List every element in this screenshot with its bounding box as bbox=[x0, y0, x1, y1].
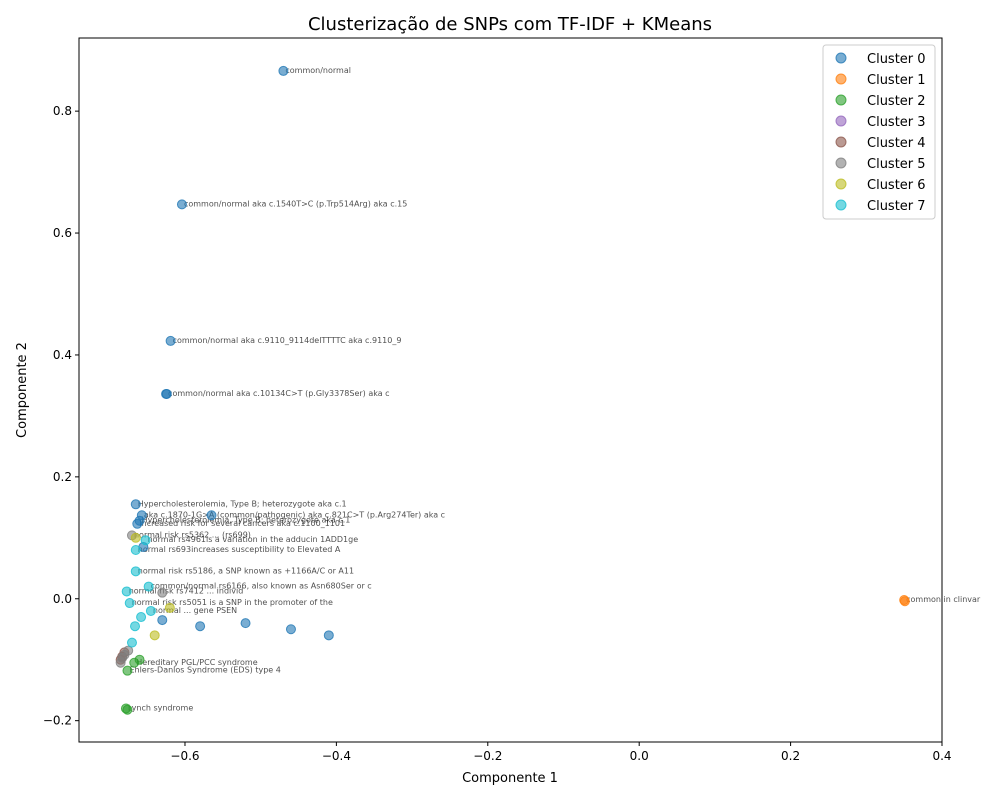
x-tick-label: −0.2 bbox=[473, 749, 502, 763]
data-point-cluster-2 bbox=[122, 665, 133, 676]
data-point-cluster-7 bbox=[126, 637, 137, 648]
y-tick-label: −0.2 bbox=[43, 714, 72, 728]
legend-marker bbox=[835, 52, 847, 64]
legend-marker bbox=[835, 157, 847, 169]
data-point-cluster-0 bbox=[165, 335, 176, 346]
legend-label: Cluster 1 bbox=[867, 73, 926, 88]
y-tick-label: 0.0 bbox=[53, 592, 72, 606]
point-label: normal rs4961is a variation in the adduc… bbox=[148, 535, 359, 544]
point-label: Ehlers-Danlos Syndrome (EDS) type 4 bbox=[129, 666, 280, 675]
point-label: normal rs693increases susceptibility to … bbox=[138, 545, 341, 554]
data-points bbox=[115, 65, 910, 715]
legend-label: Cluster 5 bbox=[867, 157, 926, 172]
data-point-cluster-7 bbox=[130, 621, 141, 632]
point-label: aka c.1870-1G>A (common/pathogenic) aka … bbox=[144, 510, 445, 519]
data-point-cluster-7 bbox=[145, 605, 156, 616]
data-point-cluster-6 bbox=[149, 630, 160, 641]
data-point-cluster-7 bbox=[130, 566, 141, 577]
x-tick-label: 0.4 bbox=[932, 749, 951, 763]
data-point-cluster-0 bbox=[130, 499, 141, 510]
data-point-cluster-2 bbox=[122, 704, 133, 715]
x-tick-label: 0.0 bbox=[630, 749, 649, 763]
legend-label: Cluster 0 bbox=[867, 52, 926, 67]
point-label: normal risk rs5051 is a SNP in the promo… bbox=[132, 598, 333, 607]
legend-marker bbox=[835, 178, 847, 190]
data-point-cluster-0 bbox=[157, 615, 168, 626]
legend-marker bbox=[835, 94, 847, 106]
point-label: common/normal aka c.9110_9114delTTTTC ak… bbox=[173, 336, 402, 345]
legend-label: Cluster 3 bbox=[867, 115, 926, 130]
point-labels: common/normal common/normal aka c.1540T>C… bbox=[128, 66, 981, 713]
point-label: common/normal rs6166, also known as Asn6… bbox=[151, 582, 372, 591]
point-label: normal risk rs7412 ... individ bbox=[129, 586, 244, 595]
x-tick-label: 0.2 bbox=[781, 749, 800, 763]
legend-marker bbox=[835, 199, 847, 211]
data-point-cluster-7 bbox=[143, 581, 154, 592]
legend-label: Cluster 7 bbox=[867, 199, 926, 214]
data-point-cluster-1 bbox=[899, 596, 910, 607]
data-point-cluster-0 bbox=[323, 630, 334, 641]
legend: Cluster 0 Cluster 1 Cluster 2 Cluster 3 Clus… bbox=[822, 44, 936, 220]
point-label: common/normal aka c.1540T>C (p.Trp514Arg… bbox=[184, 199, 407, 208]
legend-label: Cluster 2 bbox=[867, 94, 926, 109]
data-point-cluster-0 bbox=[132, 518, 143, 529]
data-point-cluster-5 bbox=[157, 587, 168, 598]
legend-marker bbox=[835, 136, 847, 148]
data-point-cluster-0 bbox=[195, 621, 206, 632]
data-point-cluster-7 bbox=[124, 598, 135, 609]
legend-marker bbox=[835, 73, 847, 85]
point-label: normal risk rs5362 ... (rs699) bbox=[134, 530, 251, 539]
data-point-cluster-0 bbox=[161, 388, 172, 399]
data-point-cluster-0 bbox=[278, 65, 289, 76]
data-point-cluster-0 bbox=[240, 618, 251, 629]
legend-marker bbox=[835, 115, 847, 127]
point-label: Hereditary PGL/PCC syndrome bbox=[136, 658, 257, 667]
point-label: Hypercholesterolemia, Type B; heterozygo… bbox=[138, 499, 347, 508]
y-axis-label: Componente 2 bbox=[15, 342, 30, 438]
data-point-cluster-7 bbox=[140, 535, 151, 546]
point-label: Lynch syndrome bbox=[128, 703, 193, 712]
y-tick-label: 0.2 bbox=[53, 470, 72, 484]
data-point-cluster-7 bbox=[121, 586, 132, 597]
point-label: Hypercholesterolemia, Type B; heterozygo… bbox=[142, 516, 351, 525]
data-point-cluster-5 bbox=[123, 645, 134, 656]
data-point-cluster-6 bbox=[130, 532, 141, 543]
data-point-cluster-0 bbox=[206, 510, 217, 521]
data-point-cluster-6 bbox=[164, 602, 175, 613]
point-label: Increased risk for several cancers aka c… bbox=[139, 519, 345, 528]
data-point-cluster-0 bbox=[285, 624, 296, 635]
y-tick-label: 0.6 bbox=[53, 226, 72, 240]
x-tick-label: −0.6 bbox=[170, 749, 199, 763]
x-tick-label: −0.4 bbox=[322, 749, 351, 763]
point-label: normal risk rs5186, a SNP known as +1166… bbox=[138, 566, 354, 575]
data-point-cluster-7 bbox=[130, 545, 141, 555]
point-label: common in clinvar bbox=[906, 595, 981, 604]
legend-box bbox=[822, 44, 936, 220]
plot-area bbox=[78, 37, 943, 743]
legend-label: Cluster 6 bbox=[867, 178, 926, 193]
data-point-cluster-2 bbox=[134, 654, 145, 665]
x-axis-label: Componente 1 bbox=[462, 771, 558, 786]
legend-label: Cluster 4 bbox=[867, 136, 926, 151]
data-point-cluster-0 bbox=[176, 199, 187, 210]
y-axis-ticks: −0.2 0.0 0.2 0.4 0.6 0.8 bbox=[43, 104, 79, 728]
point-label: normal ... gene PSEN bbox=[153, 606, 237, 615]
point-label: common/normal aka c.10134C>T (p.Gly3378S… bbox=[168, 389, 390, 398]
point-label: common/normal bbox=[285, 66, 351, 75]
chart-title: Clusterização de SNPs com TF-IDF + KMean… bbox=[308, 14, 712, 35]
y-tick-label: 0.8 bbox=[53, 104, 72, 118]
y-tick-label: 0.4 bbox=[53, 348, 72, 362]
data-point-cluster-7 bbox=[136, 612, 147, 623]
x-axis-ticks: −0.6 −0.4 −0.2 0.0 0.2 0.4 bbox=[170, 742, 952, 763]
